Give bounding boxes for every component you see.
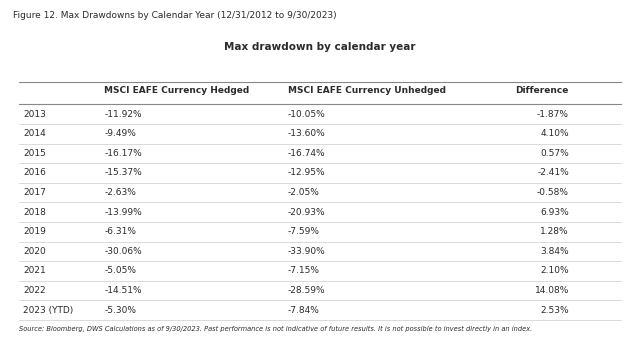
- Text: 2021: 2021: [23, 266, 46, 275]
- Text: 2015: 2015: [23, 149, 46, 158]
- Text: 2.10%: 2.10%: [540, 266, 569, 275]
- Text: -16.74%: -16.74%: [288, 149, 325, 158]
- Text: -2.63%: -2.63%: [104, 188, 136, 197]
- Text: 1.28%: 1.28%: [540, 227, 569, 236]
- Text: MSCI EAFE Currency Unhedged: MSCI EAFE Currency Unhedged: [288, 86, 445, 95]
- Text: -1.87%: -1.87%: [537, 110, 569, 119]
- Text: 14.08%: 14.08%: [534, 286, 569, 295]
- Text: -13.99%: -13.99%: [104, 208, 142, 217]
- Text: 2018: 2018: [23, 208, 46, 217]
- Text: 6.93%: 6.93%: [540, 208, 569, 217]
- Text: 2016: 2016: [23, 168, 46, 177]
- Text: -2.05%: -2.05%: [288, 188, 319, 197]
- Text: 2019: 2019: [23, 227, 46, 236]
- Text: -0.58%: -0.58%: [537, 188, 569, 197]
- Text: -6.31%: -6.31%: [104, 227, 136, 236]
- Text: 2013: 2013: [23, 110, 46, 119]
- Text: 4.10%: 4.10%: [540, 129, 569, 138]
- Text: -5.30%: -5.30%: [104, 306, 136, 315]
- Text: 2014: 2014: [23, 129, 46, 138]
- Text: -20.93%: -20.93%: [288, 208, 325, 217]
- Text: -5.05%: -5.05%: [104, 266, 136, 275]
- Text: 2017: 2017: [23, 188, 46, 197]
- Text: 0.57%: 0.57%: [540, 149, 569, 158]
- Text: Figure 12. Max Drawdowns by Calendar Year (12/31/2012 to 9/30/2023): Figure 12. Max Drawdowns by Calendar Yea…: [13, 10, 337, 20]
- Text: 2020: 2020: [23, 247, 46, 256]
- Text: -11.92%: -11.92%: [104, 110, 142, 119]
- Text: -7.84%: -7.84%: [288, 306, 319, 315]
- Text: 2022: 2022: [23, 286, 45, 295]
- Text: 2.53%: 2.53%: [540, 306, 569, 315]
- Text: -33.90%: -33.90%: [288, 247, 326, 256]
- Text: 3.84%: 3.84%: [540, 247, 569, 256]
- Text: Source: Bloomberg, DWS Calculations as of 9/30/2023. Past performance is not ind: Source: Bloomberg, DWS Calculations as o…: [19, 326, 532, 332]
- Text: -28.59%: -28.59%: [288, 286, 325, 295]
- Text: -10.05%: -10.05%: [288, 110, 326, 119]
- Text: -12.95%: -12.95%: [288, 168, 325, 177]
- Text: -9.49%: -9.49%: [104, 129, 136, 138]
- Text: Difference: Difference: [515, 86, 569, 95]
- Text: -7.15%: -7.15%: [288, 266, 320, 275]
- Text: -14.51%: -14.51%: [104, 286, 142, 295]
- Text: -30.06%: -30.06%: [104, 247, 142, 256]
- Text: -13.60%: -13.60%: [288, 129, 326, 138]
- Text: -7.59%: -7.59%: [288, 227, 320, 236]
- Text: -15.37%: -15.37%: [104, 168, 142, 177]
- Text: -16.17%: -16.17%: [104, 149, 142, 158]
- Text: Max drawdown by calendar year: Max drawdown by calendar year: [224, 42, 416, 52]
- Text: -2.41%: -2.41%: [537, 168, 569, 177]
- Text: 2023 (YTD): 2023 (YTD): [23, 306, 74, 315]
- Text: MSCI EAFE Currency Hedged: MSCI EAFE Currency Hedged: [104, 86, 250, 95]
